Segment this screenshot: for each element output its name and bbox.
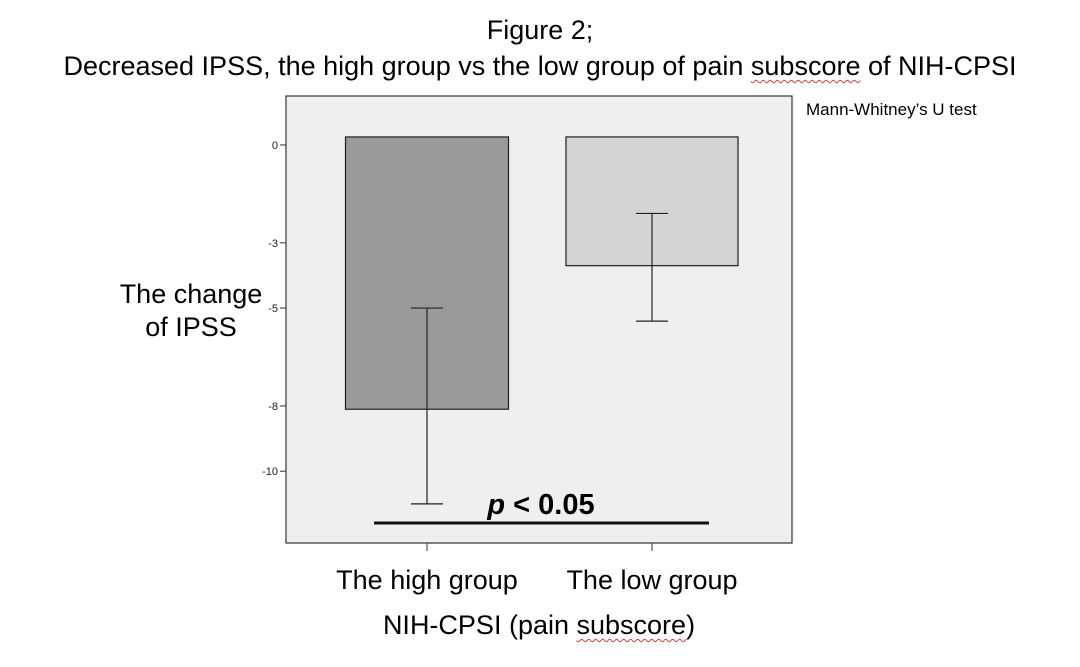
y-tick-label: -5 bbox=[268, 303, 278, 315]
p-threshold: < 0.05 bbox=[505, 489, 595, 521]
y-tick-label: 0 bbox=[272, 140, 278, 152]
y-axis-label-line-1: The change bbox=[119, 279, 263, 309]
y-axis-label-line-2: of IPSS bbox=[145, 312, 237, 342]
y-tick-label: -8 bbox=[268, 401, 278, 413]
x-tick-label-1: The high group bbox=[336, 565, 518, 595]
x-tick-label-2: The low group bbox=[566, 565, 737, 595]
subtitle-text-end: of NIH-CPSI bbox=[860, 51, 1017, 81]
error-bar-2 bbox=[636, 212, 668, 322]
significance-label: p < 0.05 bbox=[486, 489, 594, 521]
figure-subtitle: Decreased IPSS, the high group vs the lo… bbox=[0, 50, 1080, 82]
x-axis-label-start: NIH-CPSI (pain bbox=[382, 610, 577, 640]
x-axis-label-end: ) bbox=[686, 610, 696, 640]
x-axis-label-misspelled-word: subscore bbox=[576, 610, 687, 640]
figure-title: Figure 2; bbox=[486, 15, 594, 45]
error-bar-1 bbox=[411, 307, 443, 505]
p-symbol: p bbox=[486, 489, 505, 521]
y-axis-label: The change of IPSS bbox=[96, 278, 286, 344]
y-tick-label: -3 bbox=[268, 238, 278, 250]
x-axis-label: NIH-CPSI (pain subscore) bbox=[286, 609, 792, 641]
subtitle-text-start: Decreased IPSS, the high group vs the lo… bbox=[63, 51, 751, 81]
y-tick-label: -10 bbox=[262, 466, 278, 478]
subtitle-misspelled-word: subscore bbox=[750, 51, 861, 81]
statistical-test-note: Mann-Whitney’s U test bbox=[806, 100, 977, 119]
